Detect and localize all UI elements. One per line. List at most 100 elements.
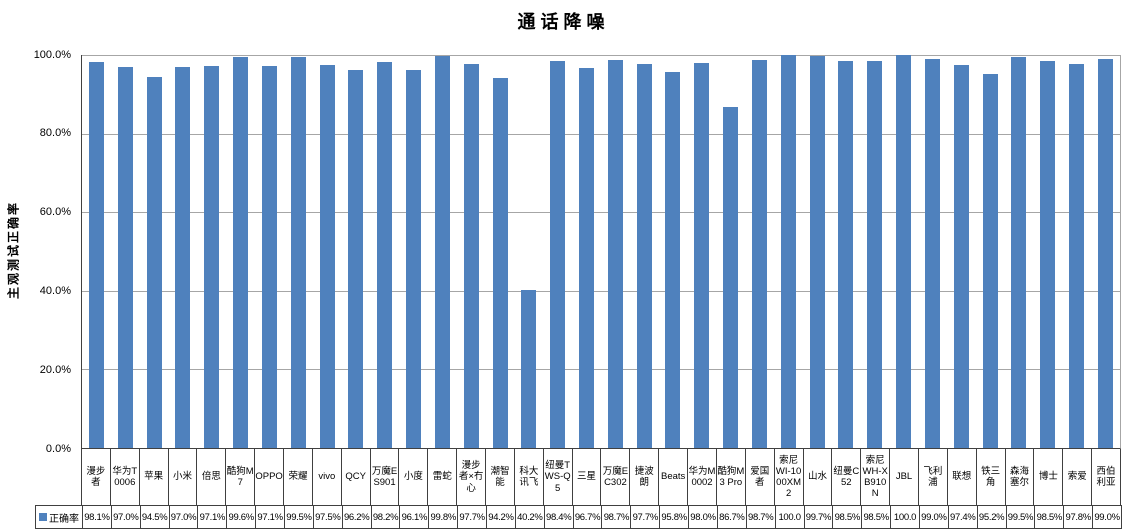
value-cell: 97.4% bbox=[947, 506, 977, 528]
category-label: 纽曼C52 bbox=[831, 449, 860, 505]
bar-slot bbox=[947, 55, 976, 448]
bar-slot bbox=[341, 55, 370, 448]
y-tick-label: 100.0% bbox=[33, 48, 71, 61]
bar bbox=[233, 56, 249, 448]
gridline bbox=[82, 133, 1120, 135]
category-label: 捷波朗 bbox=[629, 449, 658, 505]
category-label: 博士 bbox=[1033, 449, 1062, 505]
bar bbox=[290, 56, 306, 448]
bar-slot bbox=[457, 55, 486, 448]
bar-slot bbox=[918, 55, 947, 448]
bar bbox=[1040, 60, 1056, 448]
bar-slot bbox=[313, 55, 342, 448]
category-label: 三星 bbox=[571, 449, 601, 505]
bar-slot bbox=[197, 55, 226, 448]
bar bbox=[665, 71, 681, 448]
category-label: 华为T0006 bbox=[109, 449, 139, 505]
value-cells: 98.1% 97.0% 94.5% 97.0% 97.1% 99.6% 97.1% 99.5%… bbox=[82, 506, 1121, 528]
category-label: 酷狗M7 bbox=[225, 449, 254, 505]
bar bbox=[896, 55, 912, 448]
value-cell: 97.7% bbox=[457, 506, 486, 528]
bar-slot bbox=[284, 55, 313, 448]
bar-slot bbox=[111, 55, 140, 448]
bar bbox=[578, 67, 594, 448]
bar bbox=[1011, 56, 1027, 448]
value-cell: 97.0% bbox=[168, 506, 198, 528]
bar bbox=[204, 66, 220, 448]
bar-slot bbox=[514, 55, 543, 448]
bar bbox=[319, 64, 335, 448]
bar-slot bbox=[1005, 55, 1034, 448]
value-cell: 86.7% bbox=[716, 506, 746, 528]
bar-slot bbox=[370, 55, 399, 448]
bar bbox=[953, 65, 969, 448]
bar bbox=[406, 70, 422, 448]
bar bbox=[982, 73, 998, 448]
bar-slot bbox=[399, 55, 428, 448]
bar bbox=[175, 66, 191, 448]
bar bbox=[550, 61, 566, 448]
value-cell: 99.0% bbox=[1092, 506, 1121, 528]
value-cell: 98.7% bbox=[745, 506, 775, 528]
category-label: 万魔EC302 bbox=[600, 449, 629, 505]
bar bbox=[88, 62, 104, 448]
bar bbox=[1097, 58, 1113, 448]
category-label: OPPO bbox=[254, 449, 283, 505]
value-cell: 98.4% bbox=[543, 506, 573, 528]
value-cell: 97.1% bbox=[255, 506, 284, 528]
legend-cell: 正确率 bbox=[36, 506, 82, 528]
value-cell: 96.1% bbox=[399, 506, 428, 528]
category-label: 纽曼TWS-Q5 bbox=[542, 449, 572, 505]
value-cell: 40.2% bbox=[514, 506, 544, 528]
bar-slot bbox=[601, 55, 630, 448]
category-label: 索爱 bbox=[1062, 449, 1091, 505]
y-tick-label: 0.0% bbox=[45, 442, 71, 455]
value-cell: 100.0 bbox=[774, 506, 804, 528]
bar-slot bbox=[976, 55, 1005, 448]
bar bbox=[636, 64, 652, 448]
bar bbox=[117, 66, 133, 448]
category-label: 山水 bbox=[802, 449, 832, 505]
value-cell: 100.0 bbox=[890, 506, 919, 528]
category-label: 漫步者×冇心 bbox=[456, 449, 485, 505]
value-row: 正确率 98.1% 97.0% 94.5% 97.0% 97.1% 99.6% 97.1% 9… bbox=[35, 505, 1122, 529]
category-label: JBL bbox=[889, 449, 918, 505]
bar bbox=[377, 62, 393, 448]
category-label: 荣耀 bbox=[283, 449, 312, 505]
bar-slot bbox=[659, 55, 688, 448]
bar bbox=[838, 60, 854, 448]
category-label: vivo bbox=[311, 449, 341, 505]
bar bbox=[867, 60, 883, 448]
category-label: 潮智能 bbox=[485, 449, 514, 505]
category-label: Beats bbox=[658, 449, 687, 505]
bar bbox=[348, 69, 364, 448]
bar-slot bbox=[1062, 55, 1091, 448]
category-label: 索尼WH-XB910N bbox=[860, 449, 889, 505]
value-cell: 97.1% bbox=[197, 506, 226, 528]
bar-slot bbox=[168, 55, 197, 448]
value-cell: 99.0% bbox=[918, 506, 948, 528]
category-label: 科大讯飞 bbox=[513, 449, 543, 505]
bar-slot bbox=[486, 55, 515, 448]
bar bbox=[434, 55, 450, 448]
value-cell: 98.5% bbox=[1034, 506, 1063, 528]
value-cell: 98.0% bbox=[688, 506, 717, 528]
category-label: 索尼WI-1000XM2 bbox=[773, 449, 803, 505]
category-label: 飞利浦 bbox=[917, 449, 947, 505]
bar-slot bbox=[687, 55, 716, 448]
category-label: 万魔ES901 bbox=[369, 449, 399, 505]
bar-slot bbox=[1091, 55, 1120, 448]
value-cell: 96.7% bbox=[572, 506, 602, 528]
gridline bbox=[82, 290, 1120, 292]
bar bbox=[780, 55, 796, 448]
category-label: 倍思 bbox=[196, 449, 225, 505]
bar bbox=[1069, 63, 1085, 448]
y-tick-label: 60.0% bbox=[39, 206, 71, 219]
bar-slot bbox=[255, 55, 284, 448]
value-cell: 97.5% bbox=[312, 506, 342, 528]
value-cell: 97.7% bbox=[630, 506, 659, 528]
legend-label: 正确率 bbox=[49, 513, 79, 525]
bar bbox=[607, 60, 623, 448]
bar-slot bbox=[745, 55, 774, 448]
